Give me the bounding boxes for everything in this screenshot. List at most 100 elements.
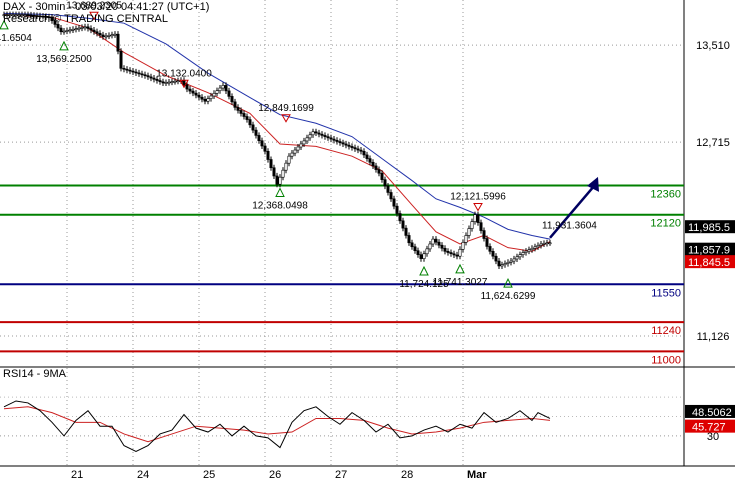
candle-body bbox=[461, 242, 465, 250]
candle-body bbox=[194, 92, 198, 96]
candle-body bbox=[257, 135, 261, 142]
candle-body bbox=[254, 129, 258, 136]
swing-low-marker bbox=[0, 19, 9, 30]
candle-body bbox=[182, 79, 186, 85]
candle-body bbox=[410, 242, 414, 248]
chart-header-title: DAX - 30min - 03/03/20 04:41:27 (UTC+1) bbox=[3, 1, 210, 13]
rsi-tag-box bbox=[685, 419, 735, 433]
swing-low-label: 11,624.6299 bbox=[481, 291, 536, 302]
candle-body bbox=[230, 96, 234, 103]
candle-body bbox=[137, 72, 141, 75]
candle-body bbox=[284, 162, 288, 171]
candle-body bbox=[263, 145, 267, 152]
candle-body bbox=[527, 249, 531, 252]
rsi-label: RSI14 - 9MA bbox=[3, 368, 66, 380]
swing-low-marker bbox=[503, 278, 513, 288]
price-tag-label: 11,845.5 bbox=[688, 257, 730, 269]
rsi-tag-label: 45.727 bbox=[692, 422, 726, 434]
candle-body bbox=[488, 246, 492, 252]
forecast-arrow-head bbox=[587, 176, 599, 192]
candle-body bbox=[302, 140, 306, 145]
price-tag-label: 11,857.9 bbox=[688, 245, 730, 257]
candle-body bbox=[32, 14, 36, 17]
candle-body bbox=[239, 110, 243, 114]
candle-body bbox=[425, 248, 429, 255]
candle-body bbox=[524, 250, 528, 253]
candle-body bbox=[335, 140, 339, 142]
candle-body bbox=[281, 169, 285, 178]
candle-body bbox=[473, 214, 477, 222]
candle-body bbox=[326, 136, 330, 139]
candle-body bbox=[482, 230, 486, 239]
candle-body bbox=[167, 81, 171, 84]
candle-body bbox=[149, 76, 153, 79]
candle-body bbox=[101, 34, 105, 37]
candle-body bbox=[131, 70, 135, 73]
swing-high-label: 12,121.5996 bbox=[450, 192, 506, 203]
candle-body bbox=[503, 263, 507, 266]
time-tick-label: 25 bbox=[203, 469, 215, 480]
candle-body bbox=[98, 33, 102, 36]
swing-high-marker bbox=[281, 114, 291, 123]
candle-body bbox=[395, 205, 399, 214]
swing-high-label: 12,849.1699 bbox=[258, 103, 314, 114]
rsi-ma-line bbox=[3, 406, 551, 443]
candle-body bbox=[116, 33, 120, 52]
candle-body bbox=[233, 101, 237, 108]
candle-body bbox=[347, 144, 351, 147]
candle-body bbox=[224, 85, 228, 92]
swing-low-marker bbox=[275, 187, 285, 197]
price-tag-box bbox=[685, 242, 735, 256]
price-tick-label: 12,715 bbox=[696, 137, 730, 149]
candle-body bbox=[11, 14, 15, 16]
candle-body bbox=[341, 142, 345, 145]
candle-body bbox=[185, 84, 189, 90]
swing-low-label: 13,741.6504 bbox=[0, 33, 32, 44]
price-tag-box bbox=[685, 220, 735, 234]
candle-body bbox=[158, 80, 162, 83]
candle-body bbox=[53, 20, 57, 25]
candle-body bbox=[323, 135, 327, 137]
candle-body bbox=[215, 90, 219, 94]
candle-body bbox=[272, 167, 276, 177]
candle-body bbox=[365, 154, 369, 159]
candle-body bbox=[23, 14, 27, 16]
time-tick-label: 24 bbox=[137, 469, 149, 480]
swing-high-marker bbox=[473, 203, 483, 212]
candle-body bbox=[338, 141, 342, 144]
candle-body bbox=[128, 69, 132, 72]
price-tag-box bbox=[685, 255, 735, 269]
candle-body bbox=[176, 80, 180, 83]
candle-body bbox=[512, 258, 516, 262]
candle-body bbox=[530, 247, 534, 250]
swing-high-label: 13,689.2305 bbox=[66, 0, 122, 11]
price-tick-label: 13,510 bbox=[696, 40, 730, 52]
candle-body bbox=[275, 175, 279, 185]
candle-body bbox=[203, 98, 207, 102]
candle-body bbox=[458, 248, 462, 257]
candle-body bbox=[200, 96, 204, 100]
time-tick-label: 21 bbox=[71, 469, 83, 480]
swing-low-label: 13,569.2500 bbox=[36, 54, 92, 65]
price-annotations: 13,741.6504 13,569.2500 13,689.2305 13,132.… bbox=[0, 0, 597, 302]
candle-body bbox=[188, 88, 192, 92]
candle-body bbox=[491, 251, 495, 257]
candle-body bbox=[59, 27, 63, 33]
candle-body bbox=[416, 250, 420, 255]
candle-body bbox=[539, 243, 543, 246]
candle-body bbox=[278, 176, 282, 185]
candle-body bbox=[50, 16, 54, 22]
candle-body bbox=[485, 238, 489, 247]
candle-body bbox=[20, 14, 24, 16]
candle-body bbox=[29, 14, 33, 17]
candle-body bbox=[68, 29, 72, 32]
candle-body bbox=[287, 155, 291, 164]
candle-body bbox=[380, 172, 384, 180]
candle-body bbox=[464, 235, 468, 243]
level-label: 12120 bbox=[650, 218, 681, 230]
candle-body bbox=[290, 152, 294, 157]
candle-body bbox=[359, 149, 363, 152]
candle-body bbox=[242, 113, 246, 117]
candle-body bbox=[371, 161, 375, 167]
